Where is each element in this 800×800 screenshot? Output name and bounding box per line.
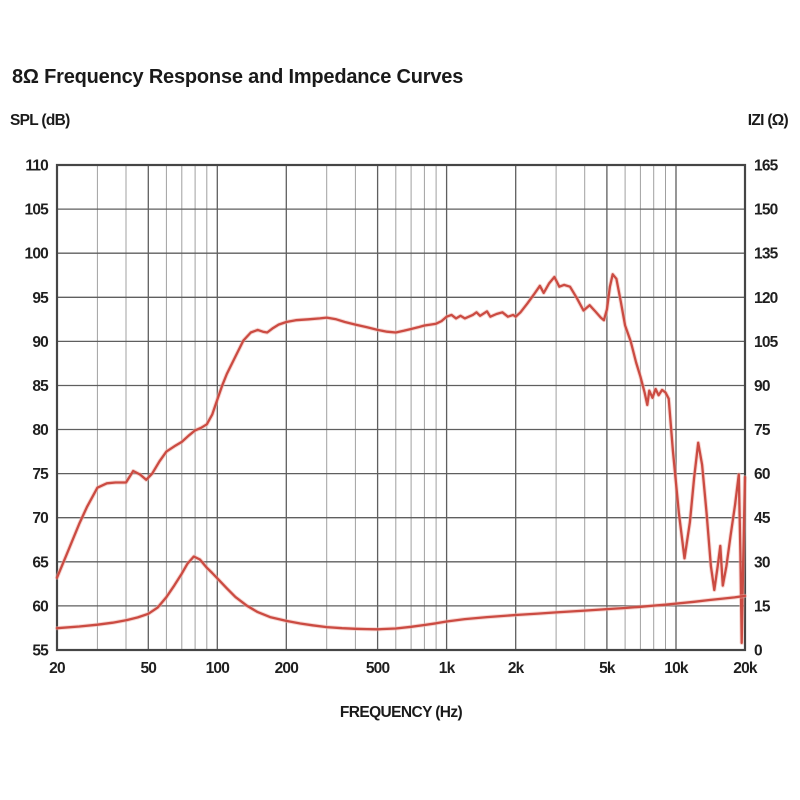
y-axis-tick-right: 60: [754, 466, 770, 483]
x-axis-title: FREQUENCY (Hz): [339, 704, 463, 721]
y-axis-tick-left: 65: [32, 554, 49, 571]
y-axis-tick-right: 0: [754, 643, 762, 660]
y-axis-tick-right: 45: [754, 510, 771, 527]
y-axis-tick-right: 30: [754, 554, 770, 571]
x-axis-tick: 20: [49, 660, 65, 677]
plot-border: [55, 163, 747, 652]
x-axis-tick: 10k: [664, 660, 689, 677]
y-axis-tick-left: 75: [32, 466, 49, 483]
y-axis-tick-right: 75: [754, 422, 771, 439]
x-axis-tick: 500: [366, 660, 390, 677]
y-axis-tick-right: 135: [754, 246, 779, 263]
y-axis-tick-right: 105: [754, 334, 779, 351]
left-axis-unit-label: SPL (dB): [10, 112, 70, 129]
x-axis-tick: 2k: [508, 660, 525, 677]
y-axis-tick-right: 120: [754, 290, 778, 307]
y-axis-tick-left: 70: [32, 510, 48, 527]
right-axis-unit-label: IZI (Ω): [747, 112, 789, 129]
y-axis-tick-left: 110: [25, 158, 48, 175]
x-axis-tick: 50: [140, 660, 156, 677]
x-axis-tick: 100: [206, 660, 230, 677]
chart-title: 8Ω Frequency Response and Impedance Curv…: [12, 66, 464, 88]
y-axis-tick-right: 165: [754, 158, 779, 175]
y-axis-tick-left: 105: [25, 202, 50, 219]
impedance-magnitude-curve-halo: [54, 554, 748, 632]
x-axis-tick: 20k: [733, 660, 758, 677]
y-axis-tick-right: 150: [754, 202, 778, 219]
y-axis-tick-left: 80: [32, 422, 48, 439]
y-axis-tick-left: 85: [32, 378, 49, 395]
x-axis-tick: 1k: [439, 660, 456, 677]
y-axis-tick-left: 60: [32, 598, 48, 615]
y-axis-tick-left: 55: [32, 643, 49, 660]
y-axis-tick-right: 90: [754, 378, 770, 395]
y-axis-tick-left: 90: [32, 334, 48, 351]
x-axis-tick: 200: [275, 660, 299, 677]
impedance-magnitude-curve: [55, 555, 747, 631]
y-axis-tick-left: 100: [25, 246, 49, 263]
x-axis-tick: 5k: [599, 660, 616, 677]
frequency-response-spl-curve: [55, 273, 747, 645]
y-axis-tick-left: 95: [32, 290, 49, 307]
y-axis-tick-right: 15: [754, 598, 771, 615]
